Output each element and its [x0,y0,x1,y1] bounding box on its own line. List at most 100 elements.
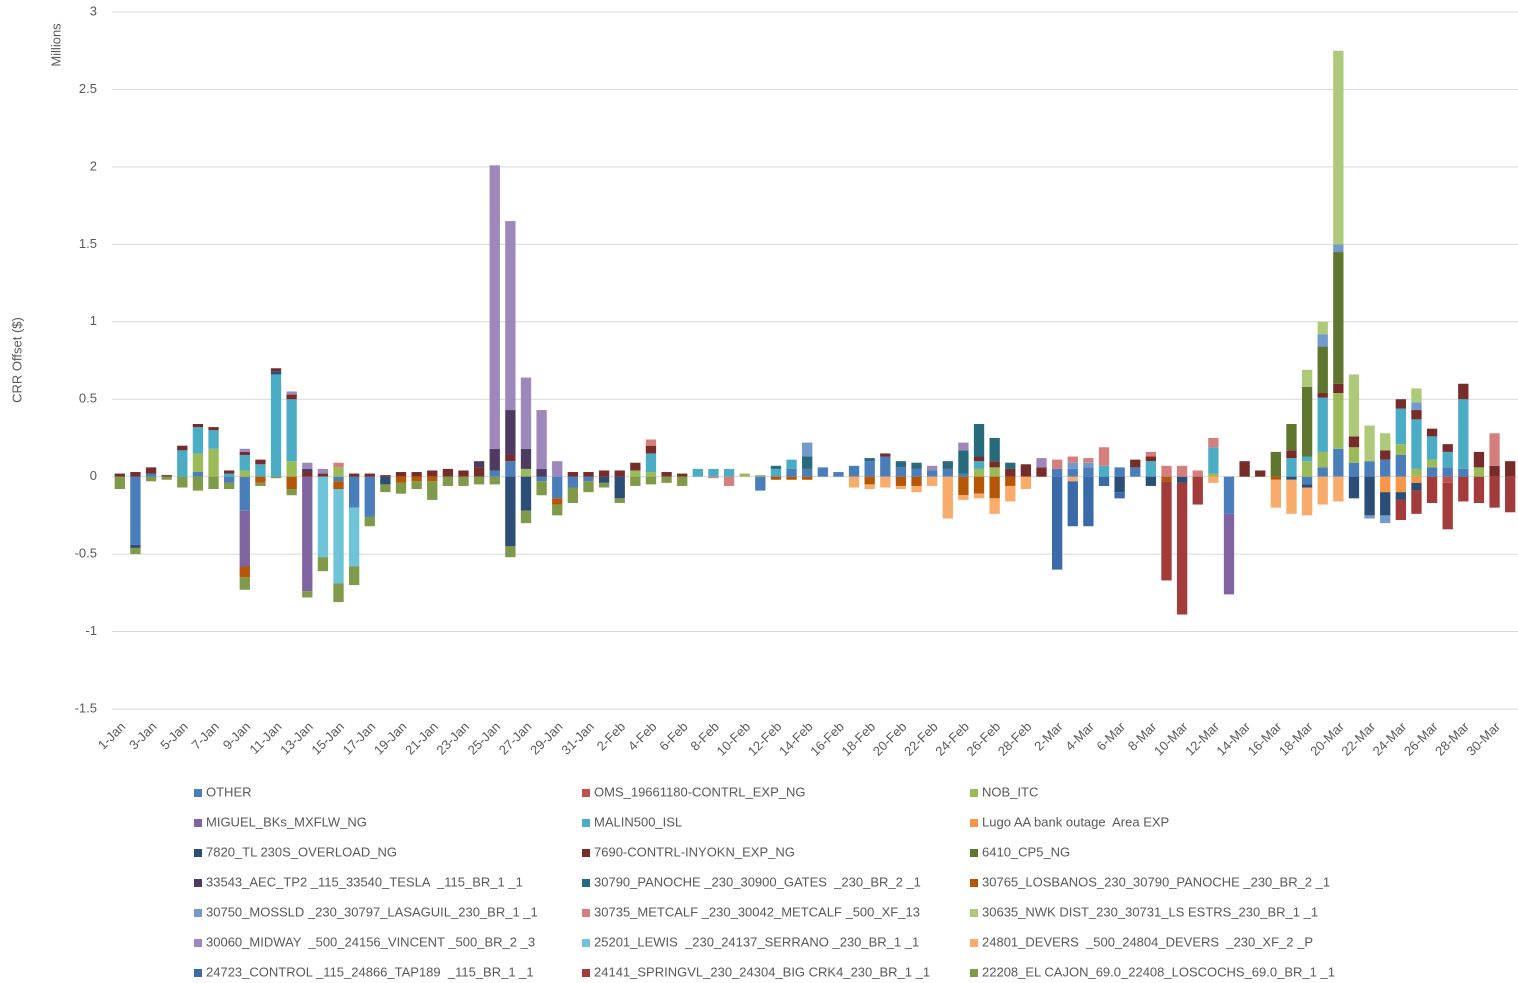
x-tick-label: 12-Mar [1182,718,1222,758]
bar-segment [1114,492,1125,499]
bar-segment [880,476,891,488]
bar-segment [567,476,579,488]
legend-label: 30060_MIDWAY _500_24156_VINCENT _500_BR_… [206,934,535,949]
y-tick-label: -0.5 [75,546,97,561]
bar-segment [1380,433,1391,451]
y-tick-label: 1 [90,313,97,328]
legend-swatch [194,939,202,947]
bar-segment [598,482,610,488]
bar-segment [1458,383,1469,400]
legend-swatch [194,969,202,977]
legend-swatch [970,879,978,887]
bar-segment [286,394,297,400]
bar-segment [505,221,516,411]
x-tick-label: 13-Jan [277,719,316,758]
bar-segment [1130,467,1141,477]
y-tick-label: 3 [90,3,97,18]
bar-segment [708,468,719,477]
legend-label: 6410_CP5_NG [982,844,1070,859]
x-tick-label: 22-Feb [901,719,941,759]
bar-segment [1411,388,1422,403]
bar-segment [317,476,329,558]
bar-segment [942,476,953,519]
bar-segment [1380,515,1391,524]
x-tick-label: 20-Mar [1307,718,1347,758]
bar-segment [1301,386,1313,457]
bar-segment [1348,436,1360,448]
bar-segment [286,391,297,395]
bar-segment [614,470,625,477]
bar-segment [1036,458,1047,468]
legend-swatch [582,969,590,977]
bar-segment [1505,461,1516,477]
x-tick-label: 5-Jan [157,719,191,753]
bar-segment [536,468,547,477]
bar-segment [114,476,125,490]
x-tick-label: 1-Jan [95,719,129,753]
bar-segment [1145,476,1157,486]
x-tick-label: 4-Feb [625,719,660,754]
x-tick-label: 15-Jan [308,719,347,758]
bar-segment [1270,476,1282,480]
bar-segment [1505,476,1516,513]
legend-swatch [970,909,978,917]
legend-label: 33543_AEC_TP2 _115_33540_TESLA _115_BR_1… [206,874,523,889]
bar-segment [505,461,516,477]
bar-segment [364,516,375,527]
bar-segment [614,476,625,499]
bar-segment [536,410,547,469]
bar-segment [208,430,219,449]
bar-segment [1286,479,1297,514]
bar-segment [1067,476,1078,482]
bar-segment [973,461,985,469]
bar-segment [255,464,266,477]
x-tick-label: 7-Jan [188,719,222,753]
bar-segment [1426,467,1438,477]
legend-label: 24801_DEVERS _500_24804_DEVERS _230_XF_2… [982,934,1313,949]
bar-segment [1051,459,1063,469]
bar-segment [364,473,375,477]
x-tick-label: 28-Mar [1432,718,1472,758]
bar-segment [755,475,766,477]
bar-segment [224,470,235,474]
legend-swatch [582,789,590,797]
bar-segment [1333,476,1344,502]
y-tick-label: 2 [90,158,97,173]
bar-segment [1348,476,1360,499]
x-tick-label: 17-Jan [340,719,379,758]
bar-segment [224,476,235,483]
bar-segment [333,481,344,490]
bar-segment [583,472,594,477]
x-tick-label: 6-Mar [1094,718,1129,753]
x-tick-label: 16-Feb [807,719,847,759]
bar-segment [286,489,297,496]
bar-segment [1395,492,1406,500]
bar-segment [380,475,391,477]
bar-segment [989,498,1000,514]
bar-segment [770,468,782,477]
legend-swatch [970,789,978,797]
bar-segment [239,451,250,455]
legend-swatch [970,849,978,857]
bar-segment [1286,450,1297,459]
bar-segment [1380,492,1391,516]
bar-segment [1442,451,1453,468]
bar-segment [802,476,813,480]
bar-segment [427,476,438,482]
legend-label: 7820_TL 230S_OVERLOAD_NG [206,844,397,859]
bar-segment [1473,476,1485,503]
legend-swatch [970,969,978,977]
bar-segment [677,473,688,477]
bar-segment [1051,468,1063,477]
bar-segment [973,476,985,494]
bar-segment [583,481,594,493]
bar-segment [739,473,750,477]
bar-segment [1036,467,1047,477]
bar-segment [973,456,985,462]
bar-segment [1380,450,1391,460]
y-axis-unit: Millions [48,23,63,67]
bar-segment [1348,374,1360,437]
bar-segment [239,577,250,590]
bar-segment [1348,462,1360,477]
bar-segment [395,472,407,477]
